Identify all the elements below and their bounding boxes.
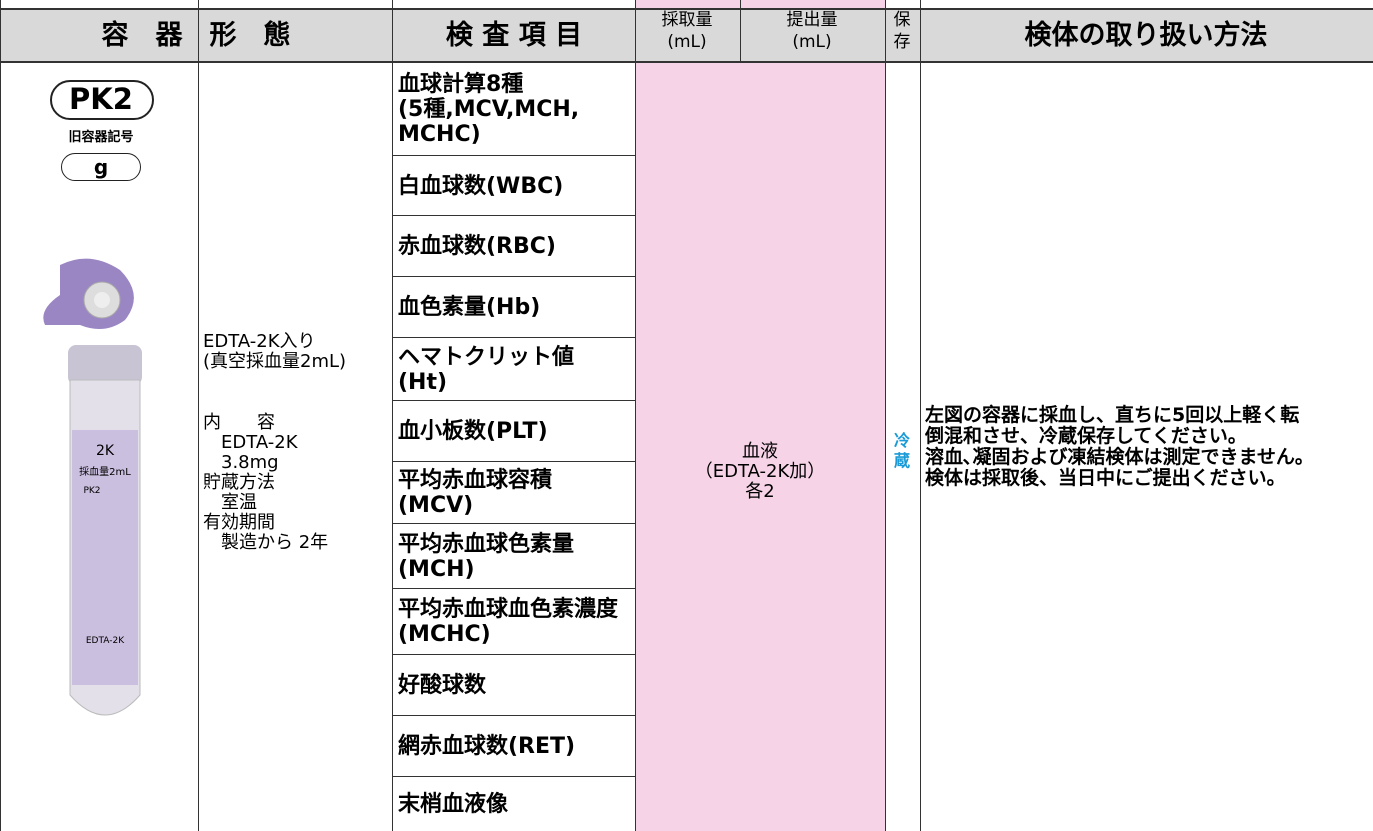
specimen-bg: [635, 62, 885, 831]
storage: 蔵: [893, 451, 910, 470]
item-text: (MCHC): [398, 622, 491, 647]
cap-hole: [94, 292, 110, 308]
row-line: [392, 654, 635, 655]
detail: 貯蔵方法: [203, 472, 275, 493]
item-text: (MCH): [398, 556, 475, 582]
item-text: 平均赤血球血色素濃度: [398, 597, 619, 622]
item-text: 平均赤血球容積: [398, 468, 553, 493]
column-line: [392, 0, 393, 831]
specimen: 各2: [745, 481, 775, 502]
header-cell: 検体の取り扱い方法: [1024, 20, 1268, 51]
header-cell: 採取量: [661, 10, 713, 30]
row-line: [392, 215, 635, 216]
detail: 有効期間: [203, 512, 275, 533]
item-text: 血小板数(PLT): [398, 419, 548, 444]
code-oval: [50, 80, 154, 120]
detail: 室温: [203, 492, 257, 513]
row-line: [0, 61, 1373, 63]
item-text: 末梢血液像: [398, 792, 509, 817]
item-text: (Ht): [398, 369, 448, 395]
specimen: （EDTA-2K加）: [694, 461, 826, 482]
old-code: g: [93, 155, 109, 179]
item-text: MCHC): [398, 122, 481, 147]
tube-top: [68, 345, 142, 385]
specimen-bg: [635, 0, 885, 8]
row-line: [392, 155, 635, 156]
row-line: [392, 276, 635, 277]
row-line: [392, 588, 635, 589]
item-text: (MCV): [398, 493, 474, 518]
item-text: 網赤血球数(RET): [398, 734, 576, 759]
column-line: [0, 0, 1, 831]
storage: 冷: [893, 431, 910, 450]
handling: 左図の容器に採血し、直ちに5回以上軽く転: [925, 404, 1300, 426]
header-cell: 検 査 項 目: [445, 20, 583, 51]
handling: 溶血､凝固および凍結検体は測定できません。: [925, 446, 1314, 468]
item-text: 血色素量(Hb): [398, 295, 541, 320]
tube-image: 2K 採血量2mL PK2 EDTA-2K: [43, 258, 142, 716]
tube-text: EDTA-2K: [86, 636, 125, 646]
header-bg: [0, 8, 1373, 62]
item-text: (5種,MCV,MCH,: [398, 97, 580, 122]
header-cell: 提出量: [786, 10, 838, 30]
detail: EDTA-2K: [203, 432, 298, 453]
detail: 3.8mg: [203, 452, 279, 473]
row-line: [392, 776, 635, 777]
header-cell: 容 器 形 態: [101, 20, 291, 51]
column-line: [198, 0, 199, 8]
row-line: [392, 337, 635, 338]
row-line: [392, 523, 635, 524]
column-line: [740, 0, 741, 62]
item-text: 血球計算8種: [398, 72, 524, 97]
column-line: [198, 0, 199, 831]
tube-text: 採血量2mL: [79, 465, 131, 478]
tube-text: 2K: [96, 443, 115, 459]
item-text: 平均赤血球色素量: [398, 531, 575, 557]
description: (真空採血量2mL): [203, 351, 347, 372]
row-line: [0, 8, 1373, 10]
tube-text: PK2: [83, 486, 100, 496]
column-line: [885, 0, 886, 831]
row-line: [392, 715, 635, 716]
header-cell: 存: [893, 32, 911, 52]
specimen: 血液: [742, 441, 778, 462]
item-text: 白血球数(WBC): [398, 173, 564, 199]
tube-label: [72, 430, 138, 685]
row-line: [392, 400, 635, 401]
header-cell: (mL): [792, 32, 832, 52]
container-code: PK2: [69, 82, 133, 116]
handling: 検体は採取後、当日中にご提出ください。: [925, 467, 1286, 489]
column-line: [635, 0, 636, 831]
item-text: 好酸球数: [398, 673, 487, 698]
column-line: [920, 0, 921, 831]
header-cell: 保: [893, 10, 911, 30]
item-text: ヘマトクリット値: [398, 344, 575, 370]
item-text: 赤血球数(RBC): [398, 234, 556, 259]
row-line: [392, 461, 635, 462]
handling: 倒混和させ、冷蔵保存してください。: [925, 425, 1247, 447]
old-label: 旧容器記号: [68, 130, 134, 145]
description: EDTA-2K入り: [203, 331, 316, 352]
detail: 製造から 2年: [203, 532, 329, 553]
code-oval: [61, 153, 141, 181]
header-cell: (mL): [667, 32, 707, 52]
detail: 内 容: [203, 412, 275, 433]
